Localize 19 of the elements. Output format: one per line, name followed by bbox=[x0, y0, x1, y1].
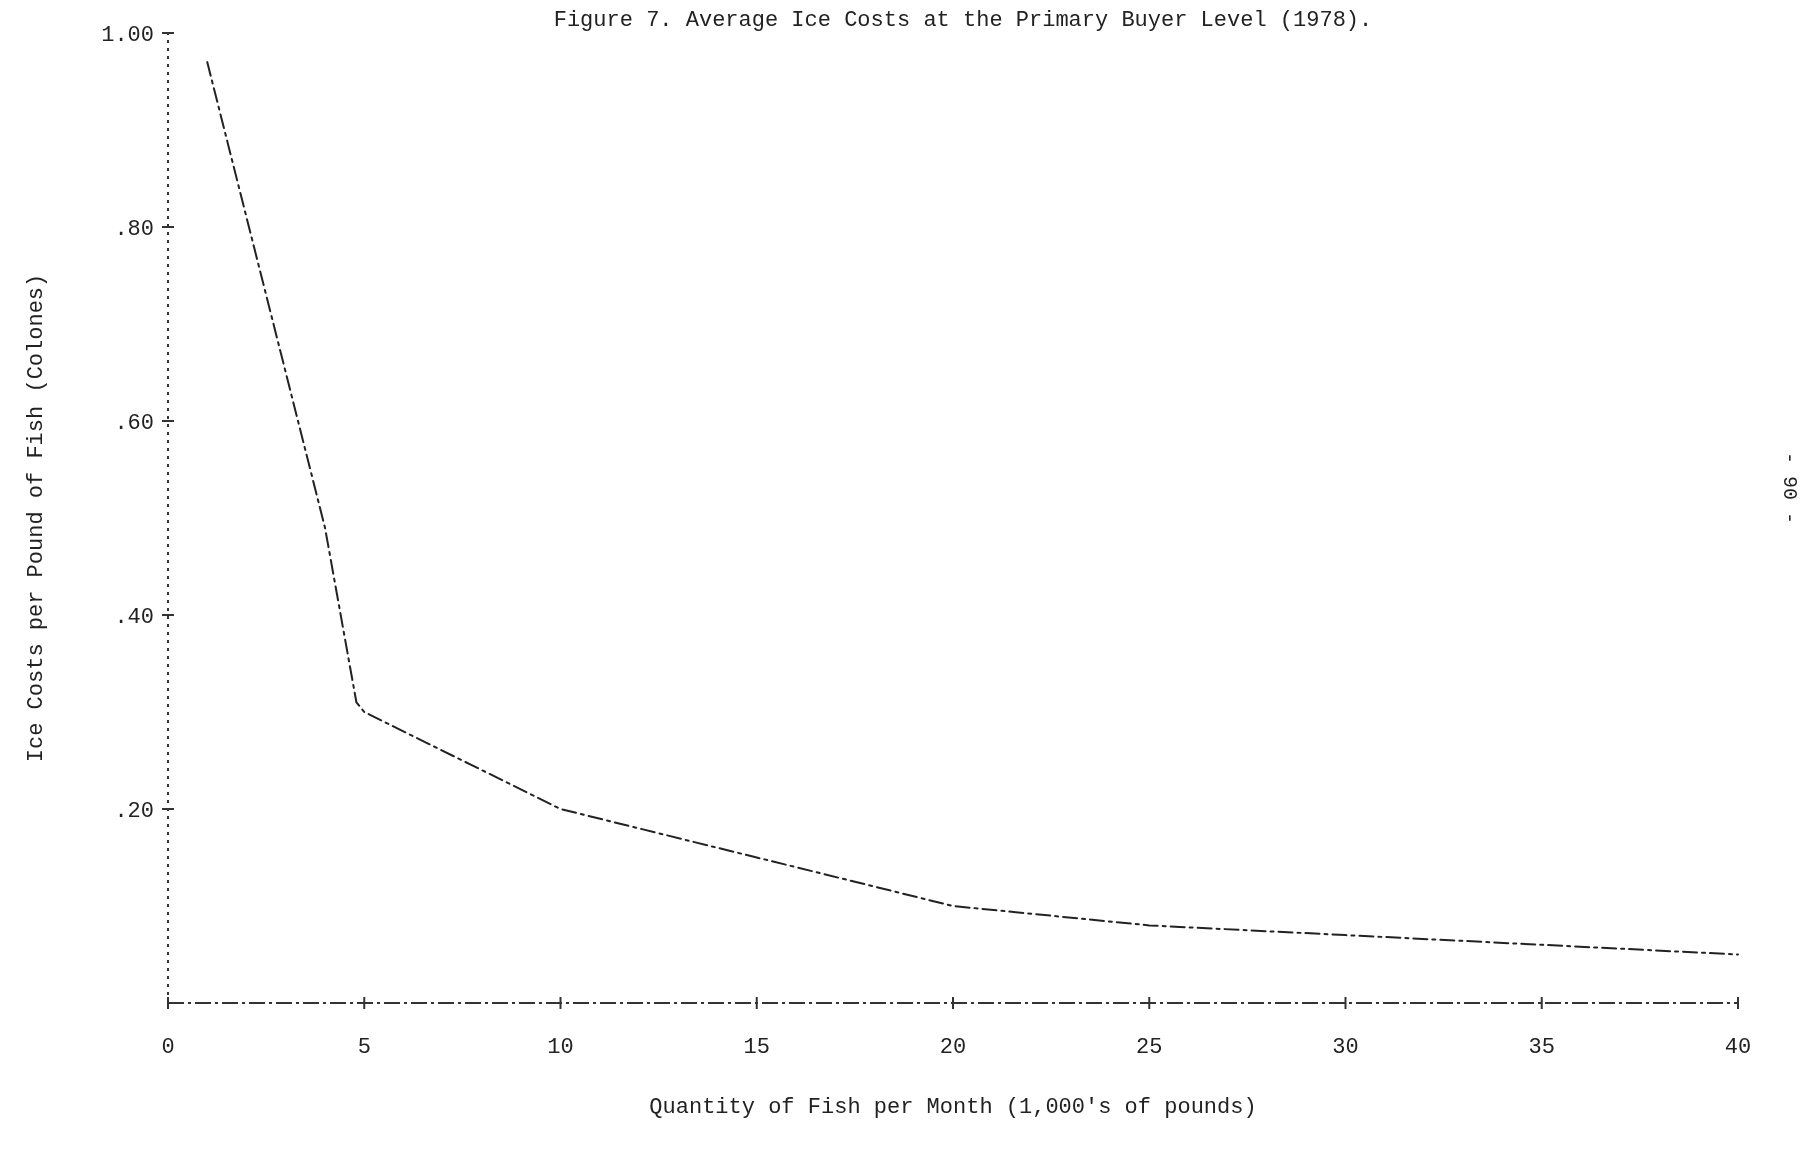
y-tick-label: .60 bbox=[114, 410, 154, 436]
x-tick-label: 10 bbox=[547, 1035, 574, 1060]
x-tick-label: 35 bbox=[1528, 1035, 1555, 1060]
y-tick-label: .40 bbox=[114, 604, 154, 630]
x-axis-title: Quantity of Fish per Month (1,000's of pounds) bbox=[649, 1095, 1257, 1120]
y-tick-label: .80 bbox=[114, 216, 154, 242]
x-tick-label: 0 bbox=[161, 1035, 175, 1060]
y-tick-label: 1.00 bbox=[101, 22, 154, 48]
line-series bbox=[206, 61, 1739, 956]
y-axis-title: Ice Costs per Pound of Fish (Colones) bbox=[24, 273, 49, 763]
y-tick-label: .20 bbox=[114, 798, 154, 824]
x-tick-label: 25 bbox=[1136, 1035, 1163, 1060]
x-tick-label: 15 bbox=[743, 1035, 770, 1060]
x-tick-label: 5 bbox=[357, 1035, 371, 1060]
chart-title: Figure 7. Average Ice Costs at the Primary Buyer Level (1978). bbox=[553, 8, 1373, 33]
text: - 90 - bbox=[1778, 451, 1801, 525]
x-tick-label: 20 bbox=[939, 1035, 967, 1060]
x-tick-label: 40 bbox=[1724, 1035, 1752, 1060]
x-tick-label: 30 bbox=[1332, 1035, 1359, 1060]
